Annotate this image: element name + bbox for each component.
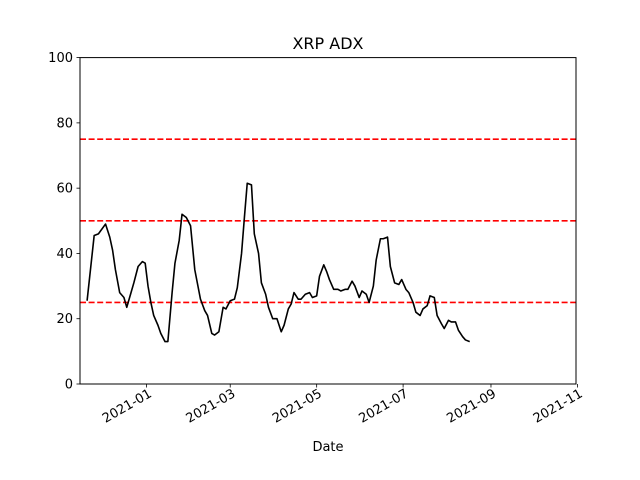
y-tick-label: 0 bbox=[65, 378, 73, 393]
series-line-adx bbox=[86, 182, 470, 343]
y-tick-label: 100 bbox=[48, 51, 73, 66]
x-axis-label: Date bbox=[312, 440, 343, 455]
plot-frame bbox=[79, 57, 577, 385]
y-tick-label: 60 bbox=[56, 182, 73, 197]
y-tick-label: 80 bbox=[56, 116, 73, 131]
chart-title: XRP ADX bbox=[292, 34, 363, 53]
y-tick-label: 20 bbox=[56, 312, 73, 327]
y-tick-label: 40 bbox=[56, 247, 73, 262]
